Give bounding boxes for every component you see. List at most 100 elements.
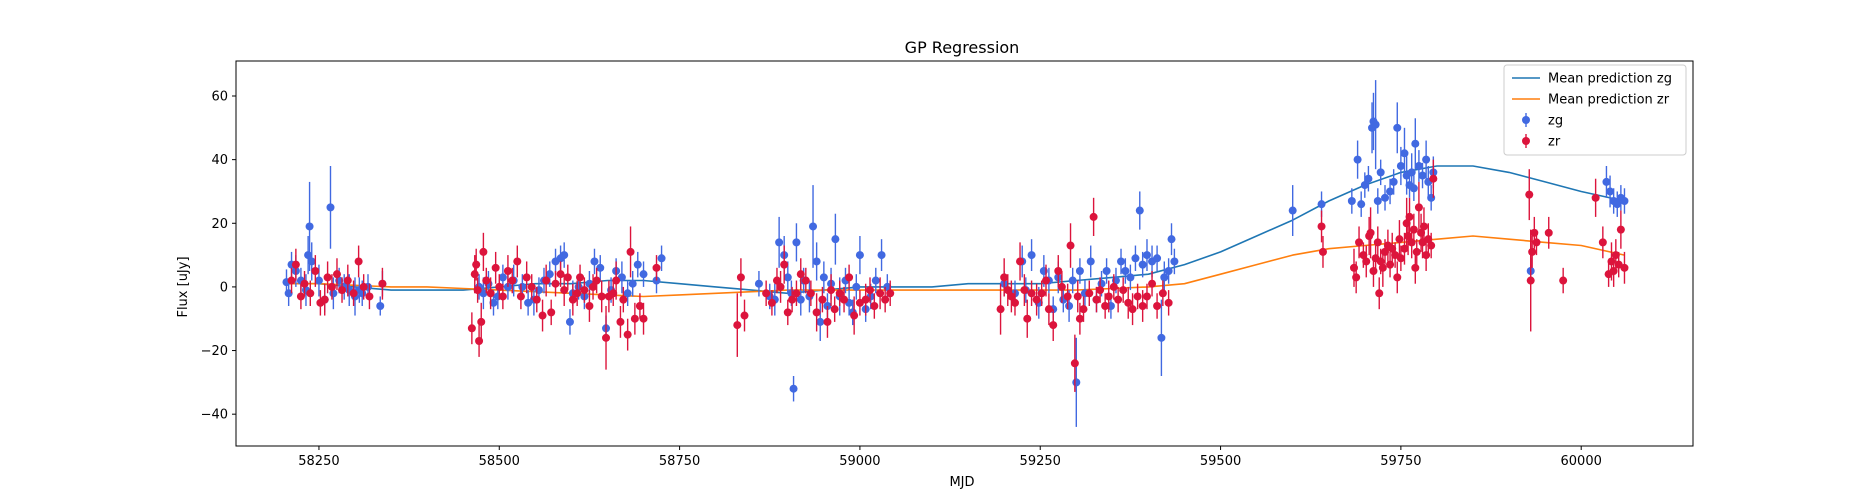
data-point-zg — [560, 251, 569, 260]
data-point-zr — [1089, 212, 1098, 221]
data-point-zr — [1317, 222, 1326, 231]
data-point-zr — [1085, 289, 1094, 298]
data-point-zg — [1347, 197, 1356, 205]
data-point-zg — [775, 238, 784, 247]
data-point-zr — [1020, 286, 1029, 295]
data-point-zg — [1386, 187, 1395, 196]
data-point-zr — [881, 295, 890, 304]
data-point-zr — [736, 273, 745, 282]
data-point-zr — [635, 302, 644, 310]
data-point-zr — [343, 276, 352, 285]
data-point-zr — [1142, 292, 1151, 301]
data-point-zg — [1620, 197, 1629, 205]
data-point-zr — [320, 295, 329, 304]
data-point-zr — [612, 276, 621, 285]
x-tick-label: 59000 — [839, 454, 880, 469]
legend-label: zg — [1548, 114, 1563, 129]
data-point-zg — [639, 270, 648, 279]
data-point-zr — [589, 282, 598, 291]
legend-marker-swatch — [1522, 116, 1530, 124]
data-point-zg — [1117, 257, 1126, 266]
data-point-zr — [1114, 295, 1123, 304]
data-point-zr — [602, 333, 611, 342]
data-point-zr — [327, 282, 336, 291]
data-point-zg — [789, 384, 798, 393]
data-point-zg — [1407, 168, 1416, 177]
data-point-zr — [296, 292, 305, 301]
x-tick-label: 58750 — [659, 454, 700, 469]
data-point-zr — [876, 289, 885, 298]
data-point-zr — [291, 260, 300, 269]
data-point-zg — [855, 251, 864, 260]
data-point-zg — [1376, 168, 1385, 177]
data-point-zg — [877, 251, 886, 260]
data-point-zr — [772, 276, 781, 285]
data-point-zr — [1366, 228, 1375, 237]
legend-marker-swatch — [1522, 137, 1530, 145]
data-point-zr — [827, 286, 836, 295]
data-point-zg — [812, 257, 821, 266]
data-point-zr — [792, 289, 801, 298]
data-point-zr — [619, 295, 628, 304]
data-point-zg — [1357, 200, 1366, 209]
y-tick-label: 20 — [211, 217, 228, 232]
data-point-zr — [556, 270, 565, 279]
data-point-zr — [1119, 286, 1128, 295]
data-point-zr — [547, 308, 556, 317]
data-point-zg — [1288, 206, 1297, 215]
data-point-zg — [1411, 139, 1420, 148]
x-tick-label: 59250 — [1020, 454, 1061, 469]
data-point-zr — [580, 286, 589, 295]
data-point-zr — [830, 305, 839, 314]
data-point-zr — [845, 273, 854, 282]
data-point-zg — [1400, 149, 1409, 158]
data-point-zg — [819, 273, 828, 282]
data-point-zr — [287, 276, 296, 285]
x-tick-label: 59750 — [1380, 454, 1421, 469]
data-point-zr — [1419, 222, 1428, 231]
data-point-zr — [1611, 251, 1620, 260]
data-point-zg — [1027, 251, 1036, 260]
data-point-zg — [623, 289, 632, 298]
data-point-zr — [1003, 286, 1012, 295]
data-point-zr — [1010, 298, 1019, 307]
data-point-zr — [1559, 276, 1568, 285]
data-point-zr — [1007, 292, 1016, 301]
data-point-zr — [1544, 228, 1553, 237]
data-point-zr — [733, 321, 742, 330]
data-point-zg — [783, 273, 792, 282]
data-point-zr — [491, 263, 500, 272]
data-point-zr — [801, 276, 810, 285]
data-point-zr — [332, 270, 341, 279]
data-point-zr — [1318, 247, 1327, 256]
data-point-zr — [1054, 267, 1063, 275]
data-point-zg — [1422, 155, 1431, 164]
data-point-zg — [1072, 378, 1081, 387]
data-point-zg — [816, 317, 825, 326]
data-point-zg — [809, 222, 818, 231]
data-point-zr — [850, 311, 859, 320]
data-point-zr — [886, 289, 895, 298]
data-point-zg — [307, 257, 316, 266]
data-point-zr — [472, 260, 481, 269]
data-point-zg — [1153, 254, 1162, 263]
data-point-zr — [513, 257, 522, 266]
data-point-zr — [1395, 235, 1404, 244]
data-point-zr — [796, 270, 805, 279]
data-point-zr — [788, 295, 797, 304]
data-point-zr — [365, 292, 374, 301]
data-point-zr — [516, 292, 525, 301]
legend-entry: zg — [1522, 113, 1563, 129]
data-point-zr — [470, 270, 479, 279]
data-point-zr — [1381, 247, 1390, 256]
data-point-zr — [306, 289, 315, 298]
data-point-zg — [565, 317, 574, 326]
data-point-zr — [522, 273, 531, 282]
data-point-zg — [596, 263, 605, 272]
series-zr — [287, 159, 1629, 392]
data-point-zr — [467, 324, 476, 333]
data-point-zr — [338, 286, 347, 295]
data-point-zg — [1075, 267, 1084, 275]
data-point-zr — [1373, 238, 1382, 247]
data-point-zr — [1073, 292, 1082, 301]
